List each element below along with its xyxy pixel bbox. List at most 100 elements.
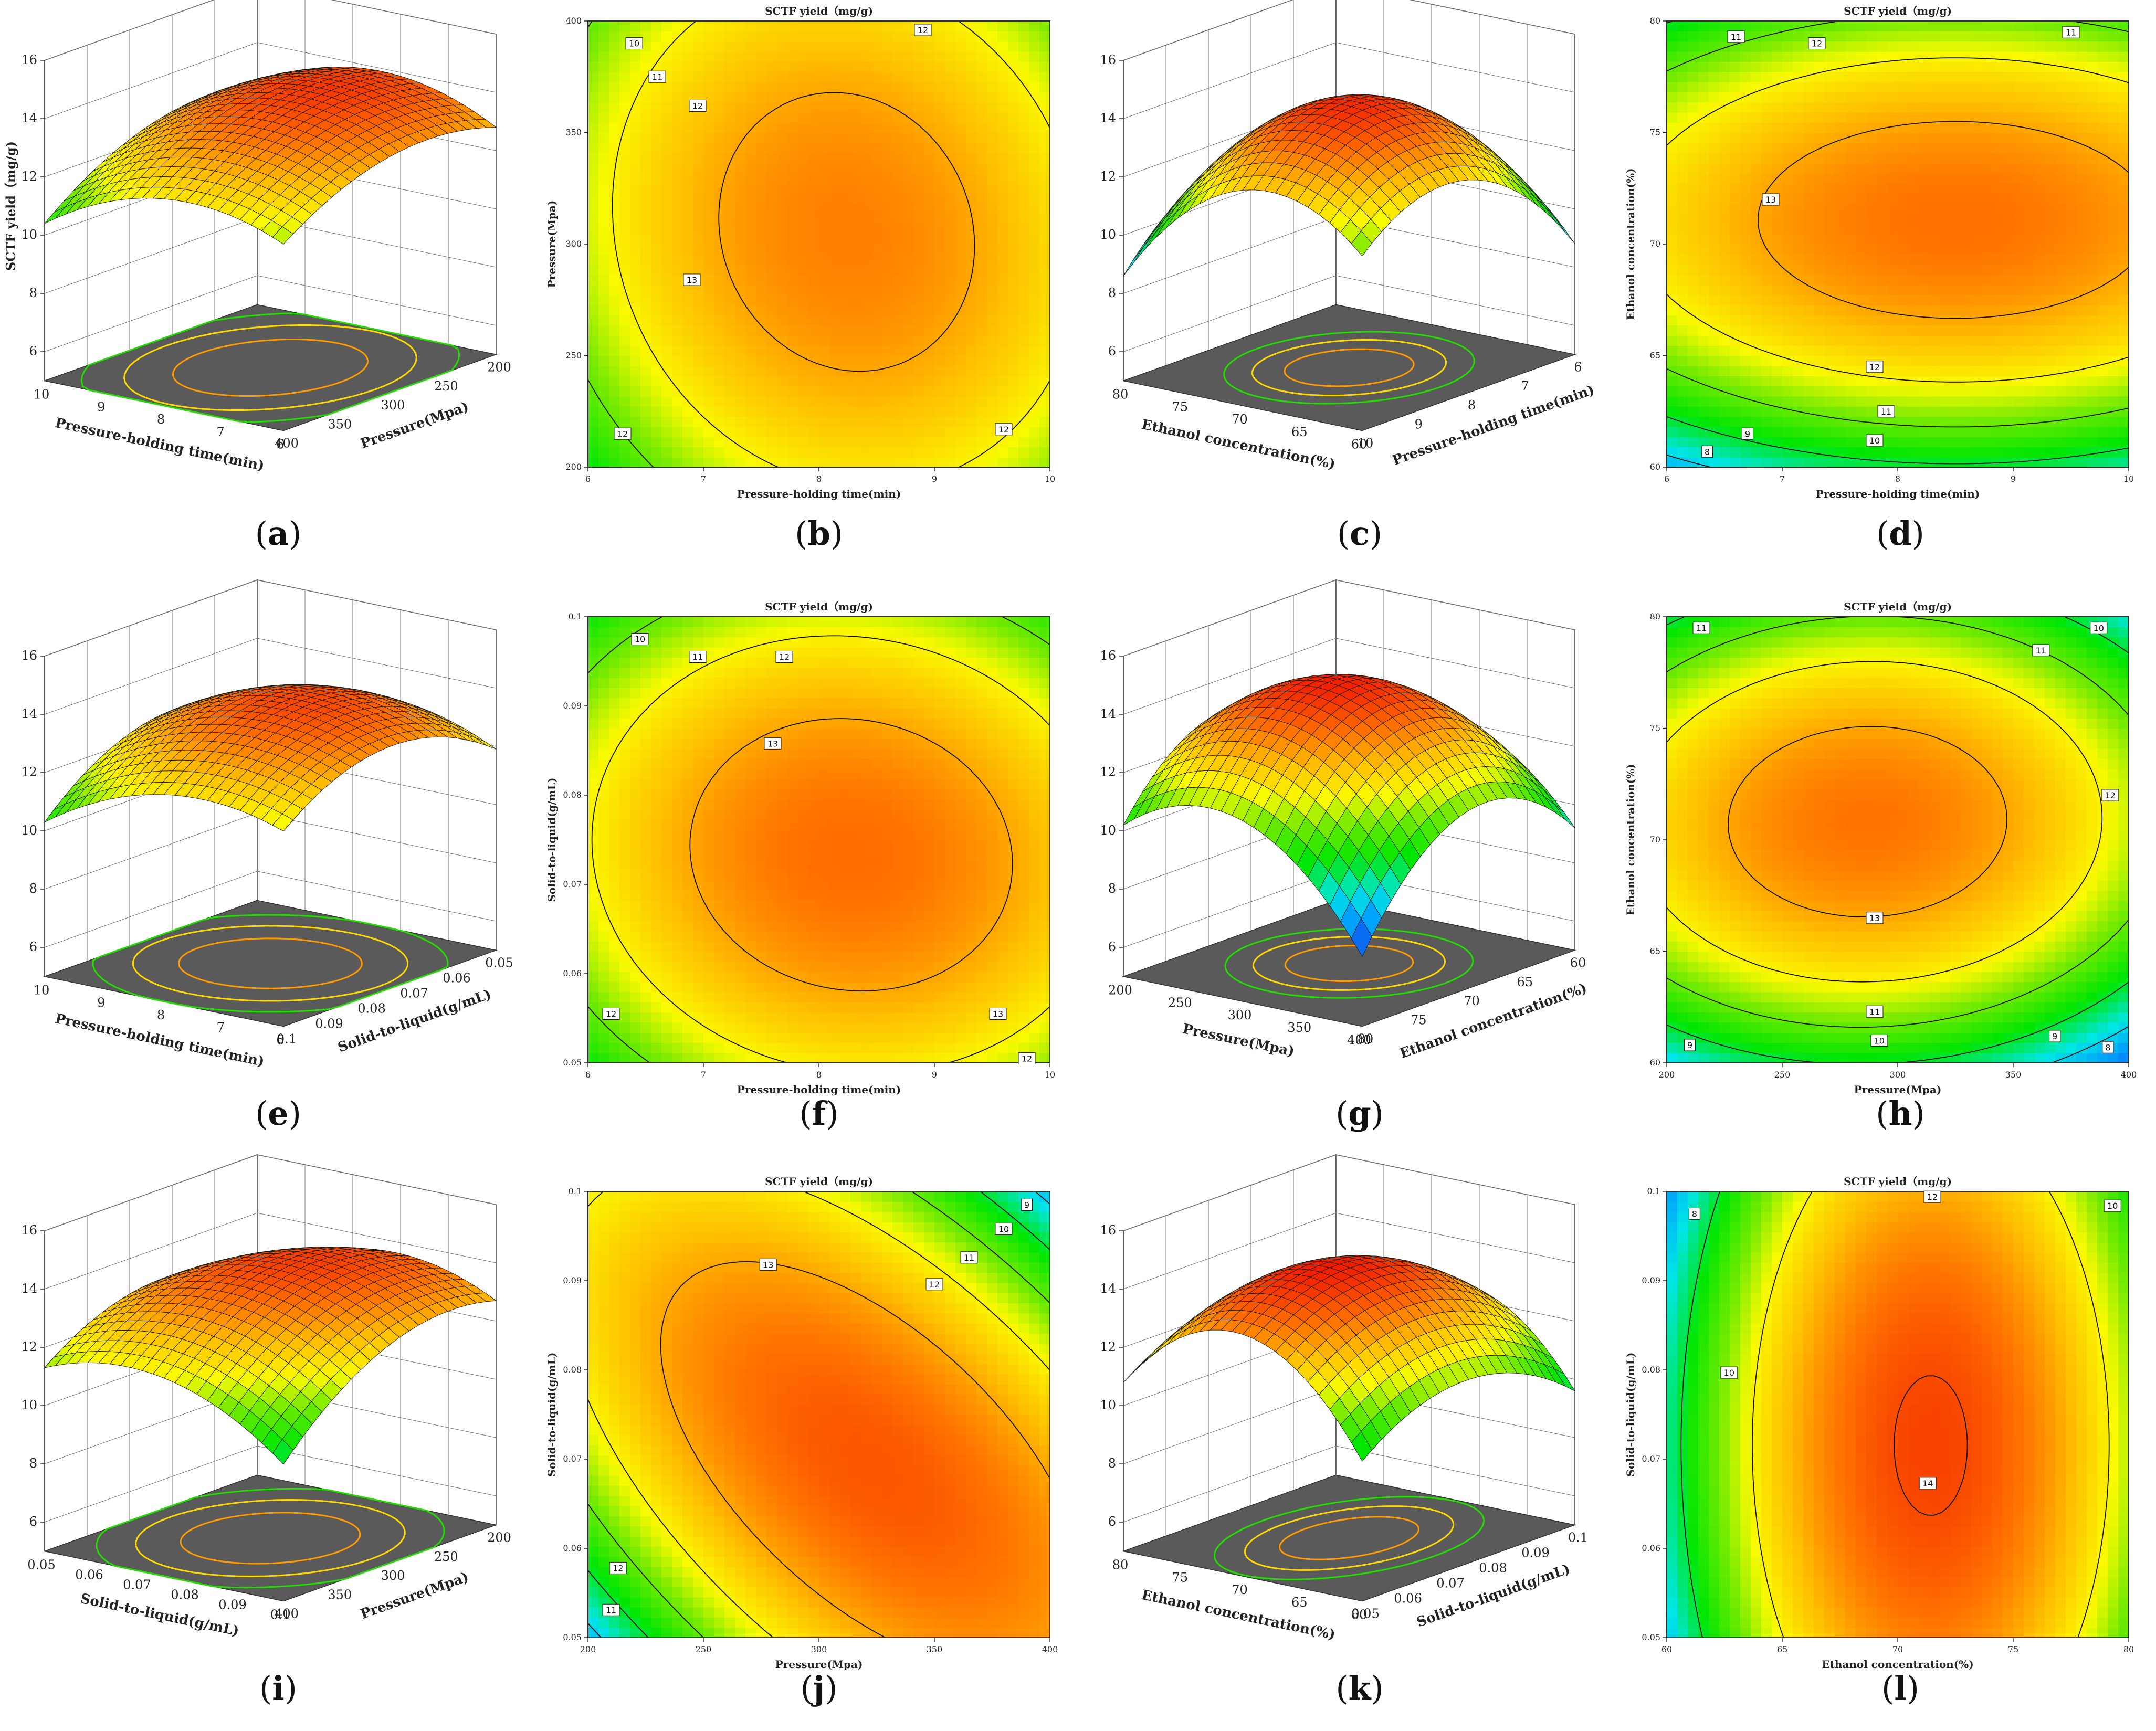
z-tick-label: 12 <box>1100 1339 1116 1354</box>
y-tick-label: 65 <box>1650 351 1660 361</box>
contour-label: 11 <box>606 1605 616 1615</box>
panel-label-c: (c) <box>1337 514 1383 553</box>
y-axis-label: Ethanol concentration(%) <box>1624 764 1637 915</box>
contour-label-box <box>1877 405 1895 418</box>
contour-title: SCTF yield（mg/g) <box>765 600 873 613</box>
contour-label: 12 <box>606 1009 616 1019</box>
y-tick-label: 0.05 <box>1642 1632 1660 1642</box>
contour-label-box <box>775 651 793 663</box>
panel-label-d: (d) <box>1876 514 1924 553</box>
contour-label: 12 <box>1022 1054 1032 1064</box>
contour-label-box <box>1727 30 1745 43</box>
response-surface <box>44 67 497 245</box>
contour-label: 9 <box>1745 429 1750 439</box>
z-tick-label: 16 <box>21 52 37 67</box>
contour-label-box <box>759 1258 777 1271</box>
x-tick-label: 250 <box>1168 995 1192 1010</box>
contour-line-14 <box>1894 1375 1968 1516</box>
contour-label: 13 <box>763 1260 773 1270</box>
contour-label: 10 <box>1724 1368 1734 1378</box>
x-tick-label: 9 <box>932 474 937 484</box>
z-tick-label: 10 <box>1100 823 1116 838</box>
panel-letter: c <box>1350 514 1370 553</box>
contour-label: 8 <box>1692 1209 1697 1219</box>
y-tick-label: 10 <box>1358 436 1374 451</box>
z-tick-label: 12 <box>21 169 37 184</box>
z-tick-label: 10 <box>1100 227 1116 242</box>
contour-label: 13 <box>1869 913 1880 923</box>
contour-line-10 <box>587 1191 1050 1638</box>
panel-b: SCTF yield（mg/g) 10 11 12 12 13 12 12 6 7 8 9 10 200 2… <box>545 5 1055 500</box>
contour-label: 13 <box>1765 195 1776 205</box>
contour-title: SCTF yield（mg/g) <box>1844 5 1952 17</box>
contour-label: 12 <box>613 1563 623 1573</box>
x-tick-label: 8 <box>157 1008 165 1022</box>
y-tick-label: 0.1 <box>569 1186 582 1196</box>
y-tick-label: 350 <box>328 1587 352 1602</box>
y-tick-label: 0.05 <box>485 956 513 970</box>
z-tick-label: 10 <box>21 1398 37 1412</box>
y-tick-label: 0.08 <box>1642 1365 1660 1375</box>
x-tick-label: 0.05 <box>27 1558 55 1572</box>
x-tick-label: 7 <box>217 425 225 439</box>
contour-label-box <box>602 1008 620 1020</box>
response-surface <box>44 1247 497 1465</box>
x-tick-label: 75 <box>1172 399 1188 414</box>
contour-title: SCTF yield（mg/g) <box>765 5 873 17</box>
contour-label-box <box>2104 1199 2121 1212</box>
z-tick-label: 14 <box>21 111 37 125</box>
contour-label-box <box>1688 1208 1700 1220</box>
x-tick-label: 8 <box>157 412 165 427</box>
y-tick-label: 0.07 <box>400 986 428 1001</box>
z-tick-label: 14 <box>1100 706 1116 721</box>
contour-line-12 <box>1752 1191 2110 1638</box>
x-tick-label: 0.08 <box>171 1588 198 1602</box>
contour-label: 12 <box>692 101 703 111</box>
contour-label: 11 <box>652 72 662 82</box>
y-tick-label: 60 <box>1650 1058 1660 1068</box>
panel-letter: g <box>1348 1094 1371 1133</box>
z-axis-label: SCTF yield（mg/g) <box>3 141 18 271</box>
panel-label-a: (a) <box>255 514 302 553</box>
contour-line-11 <box>1666 20 2129 428</box>
x-tick-label: 8 <box>816 1070 822 1080</box>
panel-letter: h <box>1888 1094 1912 1133</box>
contour-label-box <box>1720 1366 1738 1379</box>
contour-label: 14 <box>1922 1479 1933 1489</box>
panel-letter: l <box>1894 1669 1907 1707</box>
z-tick-label: 6 <box>29 344 37 358</box>
y-axis-label: Pressure(Mpa) <box>359 399 471 452</box>
panel-l: SCTF yield（mg/g) 8 10 12 10 14 60 65 70 75 80 0.05 0… <box>1624 1175 2134 1671</box>
y-tick-label: 0.09 <box>563 1275 582 1285</box>
y-tick-label: 65 <box>1517 975 1533 989</box>
panel-letter: f <box>812 1094 826 1133</box>
y-tick-label: 65 <box>1650 946 1660 956</box>
y-tick-label: 0.05 <box>563 1632 582 1642</box>
x-tick-label: 80 <box>1112 1558 1129 1572</box>
x-tick-label: 10 <box>34 387 50 402</box>
panel-h: SCTF yield（mg/g) 11 11 10 12 13 11 10 9 9 8 200 250 3… <box>1624 600 2137 1096</box>
contour-label: 12 <box>918 25 928 35</box>
contour-label-box <box>683 273 701 286</box>
y-tick-label: 0.1 <box>1568 1531 1588 1545</box>
contour-label-box <box>1021 1199 1033 1211</box>
contour-label-box <box>995 1222 1013 1235</box>
contour-label: 12 <box>2105 790 2116 800</box>
y-tick-label: 300 <box>565 239 582 249</box>
x-tick-label: 10 <box>1045 474 1055 484</box>
contour-label: 9 <box>1687 1040 1692 1050</box>
z-tick-label: 12 <box>1100 169 1116 184</box>
z-tick-label: 10 <box>21 823 37 838</box>
y-axis-label: Solid-to-liquid(g/mL) <box>545 778 558 902</box>
contour-label: 13 <box>767 738 778 748</box>
y-tick-label: 0.09 <box>1642 1275 1660 1285</box>
contour-label: 12 <box>998 425 1009 435</box>
y-tick-label: 80 <box>1650 16 1660 26</box>
contour-label: 13 <box>687 275 697 285</box>
x-tick-label: 250 <box>1774 1070 1791 1080</box>
x-tick-label: 7 <box>217 1020 225 1035</box>
x-tick-label: 7 <box>701 1070 706 1080</box>
